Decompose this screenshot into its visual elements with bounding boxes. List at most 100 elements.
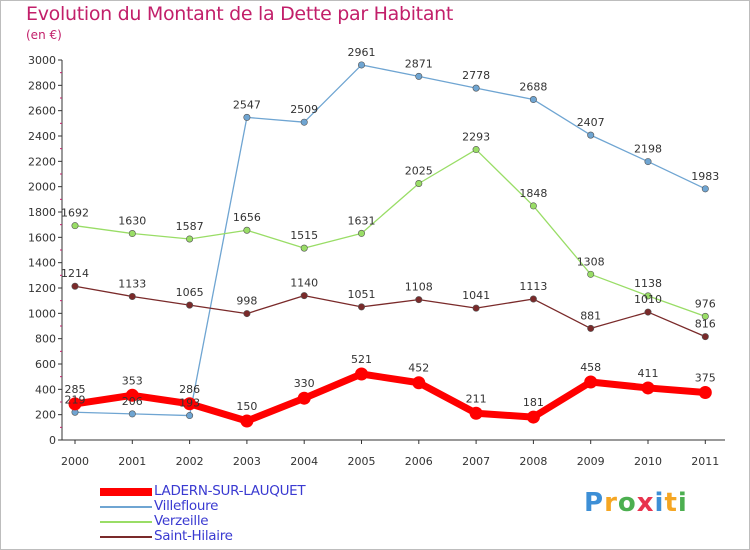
chart-title: Evolution du Montant de la Dette par Hab… (26, 3, 454, 25)
data-label: 1848 (519, 187, 547, 200)
series-point (357, 229, 365, 237)
legend-swatch (100, 535, 152, 538)
y-tick-label: 3000 (28, 54, 56, 67)
y-tick-label: 600 (35, 358, 56, 371)
legend-swatch (100, 520, 152, 523)
y-tick-label: 2600 (28, 105, 56, 118)
series-point (584, 375, 598, 389)
series-point (701, 185, 709, 193)
data-label: 2688 (519, 81, 547, 94)
series-point (415, 180, 423, 188)
series-point (300, 118, 308, 126)
data-label: 1065 (176, 286, 204, 299)
x-tick-label: 2010 (634, 455, 662, 468)
series-point (128, 292, 136, 300)
data-label: 2547 (233, 98, 261, 111)
series-point (128, 410, 136, 418)
series-point (412, 376, 426, 390)
data-label: 181 (523, 396, 544, 409)
data-label: 1656 (233, 211, 261, 224)
x-tick-label: 2000 (61, 455, 89, 468)
y-tick-label: 0 (49, 434, 56, 447)
data-label: 998 (236, 295, 257, 308)
y-tick-label: 2400 (28, 130, 56, 143)
x-tick-label: 2006 (405, 455, 433, 468)
data-label: 881 (580, 309, 601, 322)
data-label: 353 (122, 374, 143, 387)
data-label: 1138 (634, 277, 662, 290)
data-label: 976 (695, 297, 716, 310)
data-label: 2293 (462, 131, 490, 144)
y-tick-label: 2200 (28, 155, 56, 168)
data-label: 411 (638, 367, 659, 380)
data-label: 285 (65, 383, 86, 396)
series-point (526, 410, 540, 424)
y-tick-label: 800 (35, 333, 56, 346)
series-point (415, 72, 423, 80)
data-label: 2509 (290, 103, 318, 116)
legend-item: Verzeille (100, 514, 305, 529)
series-point (529, 202, 537, 210)
data-label: 1041 (462, 289, 490, 302)
y-tick-label: 2800 (28, 79, 56, 92)
data-label: 1051 (348, 288, 376, 301)
data-label: 1133 (118, 277, 146, 290)
data-label: 211 (466, 392, 487, 405)
logo-letter: i (654, 488, 665, 518)
series-point (71, 222, 79, 230)
data-label: 816 (695, 318, 716, 331)
proxiti-logo: Proxiti (584, 488, 688, 518)
data-label: 1983 (691, 170, 719, 183)
y-tick-label: 2000 (28, 181, 56, 194)
data-label: 2961 (348, 46, 376, 59)
series-point (243, 226, 251, 234)
series-point (300, 244, 308, 252)
legend-item: Villefloure (100, 499, 305, 514)
data-label: 193 (179, 397, 200, 410)
data-label: 219 (65, 393, 86, 406)
series-point (300, 292, 308, 300)
axes: 0 200 400 600 800 1000 1200 1400 1600 1800 2000 220… (28, 54, 725, 468)
series-point (357, 61, 365, 69)
series-line (74, 370, 706, 425)
data-label: 1692 (61, 207, 89, 220)
data-label: 521 (351, 353, 372, 366)
x-tick-label: 2009 (577, 455, 605, 468)
data-label: 1587 (176, 220, 204, 233)
x-tick-label: 2007 (462, 455, 490, 468)
legend-swatch (100, 487, 152, 496)
legend-label: Verzeille (154, 513, 209, 529)
series-point (644, 292, 652, 300)
logo-letter: o (617, 488, 637, 518)
series-point (644, 158, 652, 166)
y-tick-label: 1800 (28, 206, 56, 219)
logo-letter: r (604, 488, 618, 518)
data-label: 452 (408, 362, 429, 375)
series-point (68, 397, 82, 411)
y-tick-label: 1200 (28, 282, 56, 295)
data-label: 1214 (61, 267, 89, 280)
series-point (529, 295, 537, 303)
data-label: 1630 (118, 215, 146, 228)
series-point (529, 96, 537, 104)
x-tick-label: 2004 (290, 455, 318, 468)
legend: LADERN-SUR-LAUQUET Villefloure Verzeille Sa… (100, 484, 306, 544)
series-point (186, 235, 194, 243)
series-point (240, 414, 254, 428)
data-labels-layer: 219 206 193 2547 2509 2961 2871 2778 2688 2407 219… (61, 46, 719, 413)
series-point (701, 333, 709, 341)
data-label: 2407 (577, 116, 605, 129)
series-point (472, 304, 480, 312)
data-label: 206 (122, 395, 143, 408)
data-label: 458 (580, 361, 601, 374)
x-tick-label: 2003 (233, 455, 261, 468)
series-point (186, 412, 194, 420)
data-label: 1113 (519, 280, 547, 293)
series-line (74, 285, 706, 338)
logo-letter: x (636, 488, 655, 518)
series-layer (68, 61, 712, 428)
series-point (125, 388, 139, 402)
series-point (243, 310, 251, 318)
legend-label: Saint-Hilaire (154, 528, 233, 544)
data-label: 1308 (577, 255, 605, 268)
